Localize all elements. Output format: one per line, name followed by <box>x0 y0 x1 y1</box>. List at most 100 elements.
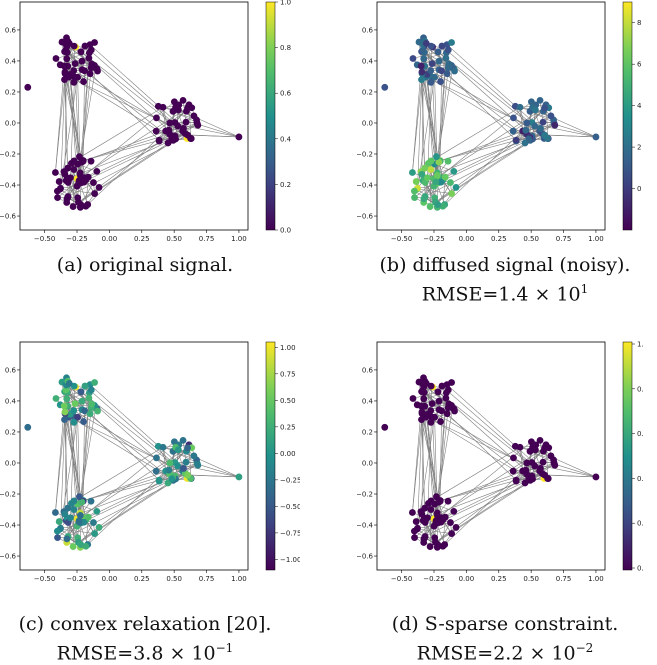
x-tick-label: −0.25 <box>66 235 87 243</box>
graph-node <box>525 135 533 143</box>
y-tick-label: 0.0 <box>362 459 373 467</box>
x-tick-label: 1.00 <box>588 575 604 583</box>
x-tick-label: 0.75 <box>556 235 572 243</box>
colorbar-tick-label: 0. <box>637 430 644 438</box>
graph-edge <box>437 51 448 74</box>
y-tick-label: 0.2 <box>362 428 373 436</box>
graph-node <box>410 187 418 195</box>
graph-node <box>75 518 83 526</box>
graph-node <box>447 179 454 186</box>
graph-node <box>409 509 416 516</box>
graph-node <box>444 497 452 505</box>
graph-edge <box>87 470 166 545</box>
graph-node <box>53 187 61 195</box>
caption-c-exp: −1 <box>215 641 234 655</box>
graph-edge <box>440 129 526 162</box>
graph-edge <box>445 463 555 518</box>
graph-node <box>62 46 70 54</box>
graph-node <box>427 407 435 414</box>
graph-node <box>419 46 427 54</box>
graph-node <box>95 524 103 531</box>
graph-node <box>448 190 456 197</box>
graph-edge <box>440 464 555 501</box>
graph-node <box>537 125 544 132</box>
graph-node <box>65 40 73 47</box>
graph-node <box>551 121 559 129</box>
graph-node <box>409 169 416 176</box>
graph-node <box>421 164 429 172</box>
graph-node <box>445 400 453 408</box>
colorbar-tick-label: 1.00 <box>280 344 296 352</box>
graph-node <box>509 467 517 475</box>
graph-edge <box>446 384 541 469</box>
x-tick-label: 0.25 <box>491 575 507 583</box>
colorbar <box>265 1 276 231</box>
graph-node <box>74 413 81 421</box>
graph-node <box>433 493 440 501</box>
y-tick-label: 0.2 <box>5 88 16 96</box>
graph-node <box>452 184 460 191</box>
y-tick-label: −0.2 <box>357 151 373 159</box>
caption-c-line1: (c) convex relaxation [20]. <box>18 613 272 635</box>
graph-edge <box>422 389 517 481</box>
graph-node <box>381 423 389 431</box>
graph-node <box>61 68 69 76</box>
graph-node <box>159 443 167 451</box>
graph-node <box>77 48 85 56</box>
graph-node <box>536 436 544 444</box>
graph-node <box>435 57 443 65</box>
graph-node <box>437 518 445 526</box>
graph-node <box>93 167 101 175</box>
graph-node <box>76 153 83 161</box>
figure-panel-a: −0.50 −0.25 0.00 0.25 0.50 0.75 1.00 0.6 0.4 0.2 0… <box>0 0 300 250</box>
graph-edge <box>80 51 91 74</box>
colorbar-tick-label: −1.00 <box>280 556 300 564</box>
graph-node <box>450 507 458 515</box>
x-tick-label: 0.75 <box>199 575 215 583</box>
caption-c: (c) convex relaxation [20]. RMSE=3.8 × 1… <box>10 612 280 665</box>
graph-edge <box>187 474 239 478</box>
graph-edge <box>80 391 91 414</box>
colorbar-tick-label: 0.2 <box>280 181 291 189</box>
graph-node <box>24 83 32 91</box>
graph-edge <box>439 410 442 502</box>
graph-node <box>417 62 425 70</box>
graph-node <box>438 382 446 390</box>
graph-node <box>184 444 192 452</box>
graph-node <box>61 76 68 84</box>
graph-node <box>81 407 89 415</box>
graph-node <box>451 407 458 415</box>
graph-node <box>166 119 174 127</box>
y-tick-label: 0.6 <box>362 26 374 34</box>
graph-node <box>70 418 78 426</box>
x-tick-label: 0.00 <box>459 235 475 243</box>
graph-node <box>432 178 440 186</box>
graph-node <box>418 408 426 416</box>
graph-node <box>434 541 442 549</box>
caption-a-line1: (a) original signal. <box>56 254 234 276</box>
graph-node <box>52 395 60 402</box>
graph-node <box>419 386 427 394</box>
x-tick-label: 0.75 <box>556 575 572 583</box>
graph-node <box>86 410 94 418</box>
y-tick-label: 0.0 <box>5 119 16 127</box>
graph-edge <box>60 73 66 189</box>
graph-node <box>78 397 86 405</box>
x-tick-label: 1.00 <box>588 235 604 243</box>
graph-node <box>434 388 442 396</box>
x-tick-label: −0.25 <box>423 575 444 583</box>
nodes-group <box>381 34 600 211</box>
graph-edge <box>89 384 184 469</box>
graph-node <box>170 98 178 106</box>
colorbar-tick-label: 1. <box>637 341 644 349</box>
graph-node <box>541 444 549 452</box>
x-tick-label: −0.50 <box>391 235 412 243</box>
graph-edge <box>178 449 240 478</box>
graph-node <box>541 104 549 112</box>
graph-node <box>438 67 446 75</box>
graph-node <box>80 78 87 85</box>
x-tick-label: 0.00 <box>459 575 475 583</box>
graph-node <box>86 70 94 78</box>
graph-node <box>174 122 182 130</box>
graph-node <box>184 471 192 479</box>
